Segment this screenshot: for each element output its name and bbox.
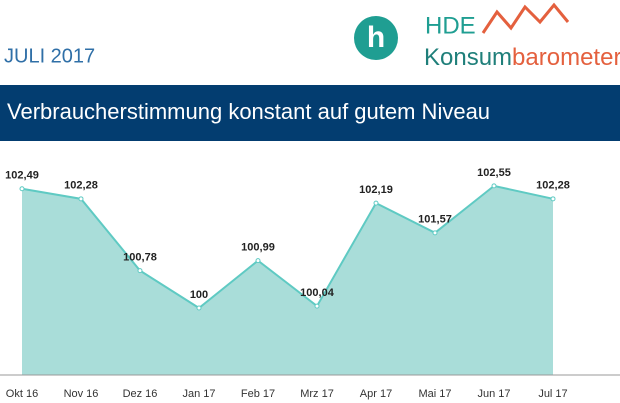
title-banner xyxy=(0,85,620,141)
point xyxy=(432,230,438,236)
data-label: 102,19 xyxy=(359,184,393,196)
point xyxy=(255,258,261,264)
point xyxy=(19,186,25,192)
point xyxy=(314,303,320,309)
area xyxy=(22,185,553,375)
x-tick-label: Apr 17 xyxy=(360,388,392,400)
x-tick-label: Nov 16 xyxy=(64,388,99,400)
point xyxy=(78,196,84,202)
x-tick-label: Okt 16 xyxy=(6,388,38,400)
x-tick-label: Mrz 17 xyxy=(300,388,334,400)
x-tick-label: Jul 17 xyxy=(538,388,567,400)
logo-letter: h xyxy=(367,21,385,54)
date: JULI 2017 xyxy=(4,45,95,67)
data-label: 100,78 xyxy=(123,252,157,264)
point xyxy=(491,183,497,189)
point xyxy=(196,305,202,311)
point xyxy=(373,200,379,206)
chart-title: Verbraucherstimmung konstant auf gutem N… xyxy=(7,99,490,124)
data-label: 100 xyxy=(190,289,208,301)
data-label: 102,55 xyxy=(477,167,511,179)
logo-zigzag xyxy=(481,2,570,34)
logo-name: Konsumbarometer xyxy=(424,44,620,71)
x-tick-label: Mai 17 xyxy=(418,388,451,400)
data-label: 101,57 xyxy=(418,214,452,226)
logo-name-1: Konsum xyxy=(424,44,512,71)
data-label: 100,04 xyxy=(300,287,335,299)
data-label: 100,99 xyxy=(241,241,275,253)
logo-circle xyxy=(354,16,398,60)
logo-name-2: barometer xyxy=(512,44,620,71)
logo-brand: HDE xyxy=(425,12,476,39)
line xyxy=(21,184,554,310)
data-label: 102,49 xyxy=(5,170,39,182)
x-tick-label: Jun 17 xyxy=(477,388,510,400)
point xyxy=(550,196,556,202)
data-label: 102,28 xyxy=(64,180,98,192)
x-tick-label: Jan 17 xyxy=(182,388,215,400)
x-tick-label: Feb 17 xyxy=(241,388,275,400)
point xyxy=(137,268,143,274)
data-label: 102,28 xyxy=(536,180,570,192)
x-tick-label: Dez 16 xyxy=(123,388,158,400)
